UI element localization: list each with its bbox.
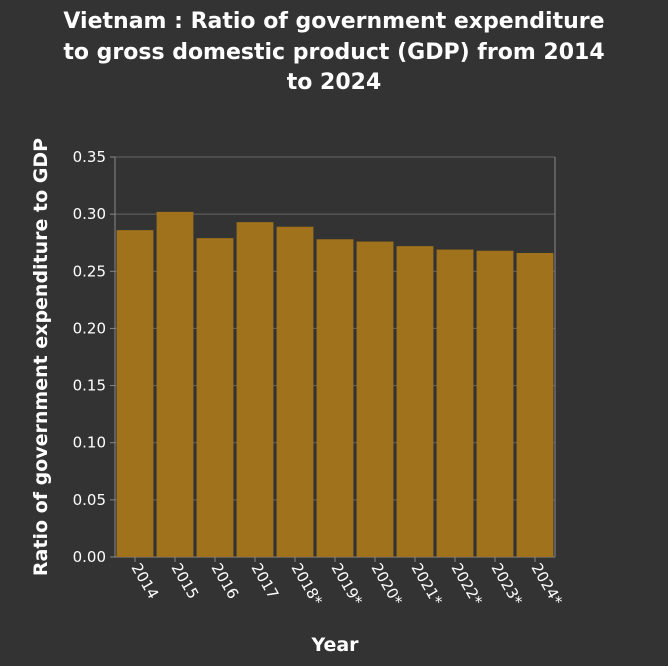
bar-4	[276, 226, 314, 557]
y-tick-label-5: 0.25	[73, 262, 106, 280]
x-axis-label: Year	[310, 634, 359, 656]
chart-title-line-1: Vietnam : Ratio of government expenditur…	[63, 9, 604, 34]
y-tick-label-7: 0.35	[73, 148, 106, 166]
bar-2	[196, 238, 234, 557]
y-tick-label-2: 0.10	[73, 434, 106, 452]
bar-1	[156, 211, 194, 557]
bar-0	[116, 230, 154, 557]
y-tick-label-1: 0.05	[73, 491, 106, 509]
x-tick-label-7: 2021*	[408, 560, 447, 609]
x-tick-label-1: 2015	[168, 560, 203, 602]
y-tick-label-0: 0.00	[73, 548, 106, 566]
x-tick-label-5: 2019*	[328, 560, 367, 609]
bar-10	[516, 253, 554, 557]
x-tick-label-6: 2020*	[368, 560, 407, 609]
chart-title-line-3: to 2024	[287, 70, 382, 95]
bar-7	[396, 246, 434, 557]
bar-8	[436, 249, 474, 558]
y-axis-label: Ratio of government expenditure to GDP	[30, 138, 52, 576]
y-tick-label-4: 0.20	[73, 319, 106, 337]
bar-9	[476, 250, 514, 557]
y-tick-label-6: 0.30	[73, 205, 106, 223]
x-tick-label-8: 2022*	[448, 560, 487, 609]
y-tick-label-3: 0.15	[73, 377, 106, 395]
x-tick-label-4: 2018*	[288, 560, 327, 609]
plot-area: 0.00 0.05 0.10 0.15 0.20 0.25 0.30 0.35 2014 2015…	[73, 148, 567, 609]
x-tick-label-3: 2017	[248, 560, 283, 602]
x-tick-label-0: 2014	[128, 560, 163, 602]
x-tick-label-10: 2024*	[528, 560, 567, 609]
chart-title: Vietnam : Ratio of government expenditur…	[63, 9, 604, 95]
bar-3	[236, 222, 274, 557]
bar-6	[356, 241, 394, 558]
x-tick-label-2: 2016	[208, 560, 243, 602]
x-tick-label-9: 2023*	[488, 560, 527, 609]
chart-title-line-2: to gross domestic product (GDP) from 201…	[63, 40, 604, 65]
bar-5	[316, 239, 354, 558]
